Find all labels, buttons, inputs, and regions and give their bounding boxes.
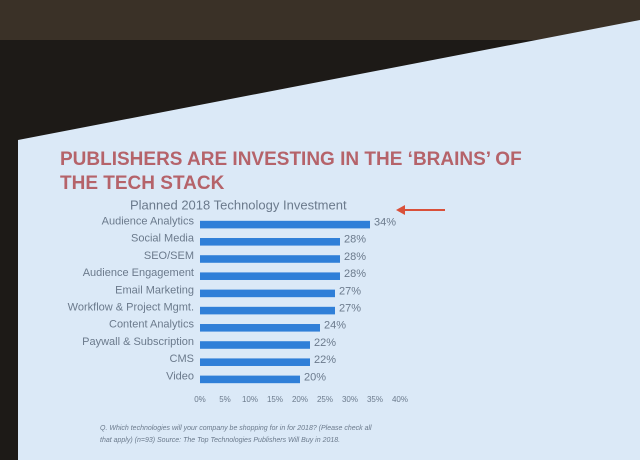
arrow-head [396,205,405,215]
footnote: Q. Which technologies will your company … [100,425,372,432]
x-tick-label: 10% [242,395,258,404]
value-label: 20% [304,371,326,383]
x-tick-label: 40% [392,395,408,404]
bar [200,238,340,246]
value-label: 28% [344,268,366,280]
y-tick-label: Video [166,370,194,382]
bar [200,220,370,229]
value-label: 27% [339,285,361,297]
value-label: 27% [339,303,361,315]
value-label: 28% [344,251,366,263]
value-label: 22% [314,354,336,366]
y-tick-label: Audience Engagement [83,267,194,279]
bar [200,358,310,366]
x-tick-label: 0% [194,395,206,404]
x-tick-label: 25% [317,395,333,404]
bar [200,289,335,298]
value-label: 24% [324,320,346,332]
y-tick-label: Social Media [131,233,195,245]
footnote: that apply) (n=93) Source: The Top Techn… [100,437,340,444]
bar [200,375,300,384]
x-tick-label: 5% [219,395,231,404]
y-tick-label: SEO/SEM [144,250,194,262]
y-tick-label: Email Marketing [115,284,194,296]
y-tick-label: Workflow & Project Mgmt. [68,302,194,314]
bar [200,255,340,263]
y-tick-label: Content Analytics [109,319,194,331]
value-label: 28% [344,234,366,246]
y-tick-label: CMS [170,353,194,365]
bar [200,306,335,315]
chart-title: PUBLISHERS ARE INVESTING IN THE ‘BRAINS’… [60,149,522,170]
chart-subtitle: Planned 2018 Technology Investment [130,197,347,212]
lights [0,0,640,40]
x-tick-label: 15% [267,395,283,404]
bar [200,272,340,280]
y-tick-label: Paywall & Subscription [82,336,194,348]
chart-title: THE TECH STACK [60,173,225,194]
x-tick-label: 30% [342,395,358,404]
bar [200,324,320,332]
value-label: 34% [374,217,396,229]
y-tick-label: Audience Analytics [102,216,195,228]
value-label: 22% [314,337,336,349]
bar [200,341,310,349]
x-tick-label: 35% [367,395,383,404]
x-tick-label: 20% [292,395,308,404]
